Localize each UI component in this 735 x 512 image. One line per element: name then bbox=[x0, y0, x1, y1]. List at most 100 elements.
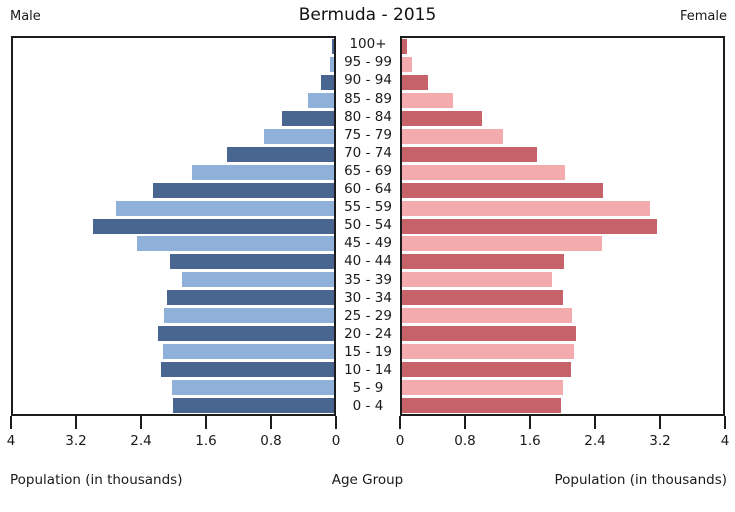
male-bar-45-49 bbox=[136, 236, 334, 252]
female-bar-row bbox=[402, 307, 723, 325]
x-axis-tick bbox=[270, 416, 272, 429]
age-group-label-80-84: 80 - 84 bbox=[344, 108, 392, 125]
male-bar-row bbox=[13, 181, 334, 199]
female-bar-75-79 bbox=[402, 128, 504, 144]
x-axis-tick-label: 0 bbox=[395, 433, 405, 449]
female-bar-row bbox=[402, 396, 723, 414]
age-group-label-50-54: 50 - 54 bbox=[344, 217, 392, 234]
female-bar-row bbox=[402, 38, 723, 56]
male-bar-40-44 bbox=[169, 254, 334, 270]
male-bar-row bbox=[13, 163, 334, 181]
male-bar-row bbox=[13, 92, 334, 110]
male-bar-30-34 bbox=[167, 290, 334, 306]
male-bar-60-64 bbox=[153, 182, 334, 198]
male-bar-90-94 bbox=[321, 75, 334, 91]
female-bar-100plus bbox=[402, 39, 407, 55]
male-bar-35-39 bbox=[181, 272, 334, 288]
female-bar-95-99 bbox=[402, 57, 412, 73]
male-bar-100plus bbox=[331, 39, 334, 55]
age-group-label-55-59: 55 - 59 bbox=[344, 199, 392, 216]
x-axis-tick bbox=[205, 416, 207, 429]
male-bar-row bbox=[13, 38, 334, 56]
male-bar-20-24 bbox=[158, 325, 334, 341]
age-group-label-20-24: 20 - 24 bbox=[344, 325, 392, 342]
female-bar-row bbox=[402, 325, 723, 343]
age-group-label-95-99: 95 - 99 bbox=[344, 54, 392, 71]
left-axis-caption: Population (in thousands) bbox=[10, 472, 183, 488]
male-bar-row bbox=[13, 199, 334, 217]
female-bar-row bbox=[402, 199, 723, 217]
x-axis-tick-label: 1.6 bbox=[195, 433, 217, 449]
male-bar-95-99 bbox=[330, 57, 334, 73]
male-bars-panel bbox=[11, 36, 336, 416]
male-bar-row bbox=[13, 235, 334, 253]
age-group-label-60-64: 60 - 64 bbox=[344, 181, 392, 198]
x-axis-tick-label: 3.2 bbox=[65, 433, 87, 449]
male-bar-15-19 bbox=[163, 343, 334, 359]
male-bar-row bbox=[13, 145, 334, 163]
female-bar-row bbox=[402, 235, 723, 253]
male-bar-10-14 bbox=[161, 361, 334, 377]
female-bar-row bbox=[402, 181, 723, 199]
female-bar-80-84 bbox=[402, 111, 483, 127]
male-bar-row bbox=[13, 253, 334, 271]
age-group-label-70-74: 70 - 74 bbox=[344, 144, 392, 161]
female-bar-45-49 bbox=[402, 236, 602, 252]
right-axis-caption: Population (in thousands) bbox=[554, 472, 727, 488]
female-bar-90-94 bbox=[402, 75, 428, 91]
male-bar-row bbox=[13, 325, 334, 343]
female-bar-40-44 bbox=[402, 254, 565, 270]
female-bar-35-39 bbox=[402, 272, 553, 288]
male-bar-55-59 bbox=[115, 200, 334, 216]
female-bar-25-29 bbox=[402, 308, 573, 324]
female-bar-85-89 bbox=[402, 93, 453, 109]
female-bar-row bbox=[402, 92, 723, 110]
female-bar-5-9 bbox=[402, 379, 563, 395]
x-axis-tick bbox=[75, 416, 77, 429]
female-bar-0-4 bbox=[402, 397, 561, 413]
age-group-label-15-19: 15 - 19 bbox=[344, 343, 392, 360]
male-bar-65-69 bbox=[191, 164, 334, 180]
male-bar-row bbox=[13, 378, 334, 396]
x-axis-tick-label: 4 bbox=[6, 433, 16, 449]
female-bar-60-64 bbox=[402, 182, 604, 198]
x-axis-tick bbox=[399, 416, 401, 429]
x-axis-tick bbox=[335, 416, 337, 429]
x-axis-tick bbox=[140, 416, 142, 429]
x-axis-tick bbox=[724, 416, 726, 429]
x-axis-tick-label: 2.4 bbox=[130, 433, 152, 449]
female-series-label: Female bbox=[679, 9, 727, 24]
female-bar-row bbox=[402, 128, 723, 146]
female-bars-panel bbox=[400, 36, 725, 416]
male-series-label: Male bbox=[10, 9, 41, 24]
female-bar-row bbox=[402, 378, 723, 396]
female-bar-row bbox=[402, 217, 723, 235]
male-bar-row bbox=[13, 110, 334, 128]
x-axis-tick-label: 0.8 bbox=[260, 433, 282, 449]
male-bar-70-74 bbox=[227, 146, 334, 162]
male-bar-row bbox=[13, 396, 334, 414]
female-bar-row bbox=[402, 163, 723, 181]
male-bar-80-84 bbox=[281, 111, 334, 127]
male-bar-25-29 bbox=[163, 308, 334, 324]
center-axis-caption: Age Group bbox=[331, 472, 404, 488]
male-bar-row bbox=[13, 289, 334, 307]
age-group-label-85-89: 85 - 89 bbox=[344, 90, 392, 107]
female-bar-20-24 bbox=[402, 325, 577, 341]
x-axis-tick-label: 1.6 bbox=[519, 433, 541, 449]
x-axis-tick-label: 4 bbox=[720, 433, 730, 449]
age-group-labels-column: 100+ 95 - 99 90 - 94 85 - 89 80 - 84 75 - 79 7… bbox=[336, 36, 400, 416]
x-axis-tick-label: 2.4 bbox=[584, 433, 606, 449]
x-axis-tick bbox=[529, 416, 531, 429]
age-group-label-10-14: 10 - 14 bbox=[344, 361, 392, 378]
female-bar-row bbox=[402, 145, 723, 163]
male-bar-50-54 bbox=[93, 218, 334, 234]
female-bar-55-59 bbox=[402, 200, 650, 216]
age-group-label-100plus: 100+ bbox=[349, 36, 387, 53]
female-bar-row bbox=[402, 56, 723, 74]
male-bar-0-4 bbox=[172, 397, 334, 413]
female-bar-row bbox=[402, 271, 723, 289]
male-bar-5-9 bbox=[171, 379, 334, 395]
female-bar-10-14 bbox=[402, 361, 572, 377]
male-bar-row bbox=[13, 217, 334, 235]
